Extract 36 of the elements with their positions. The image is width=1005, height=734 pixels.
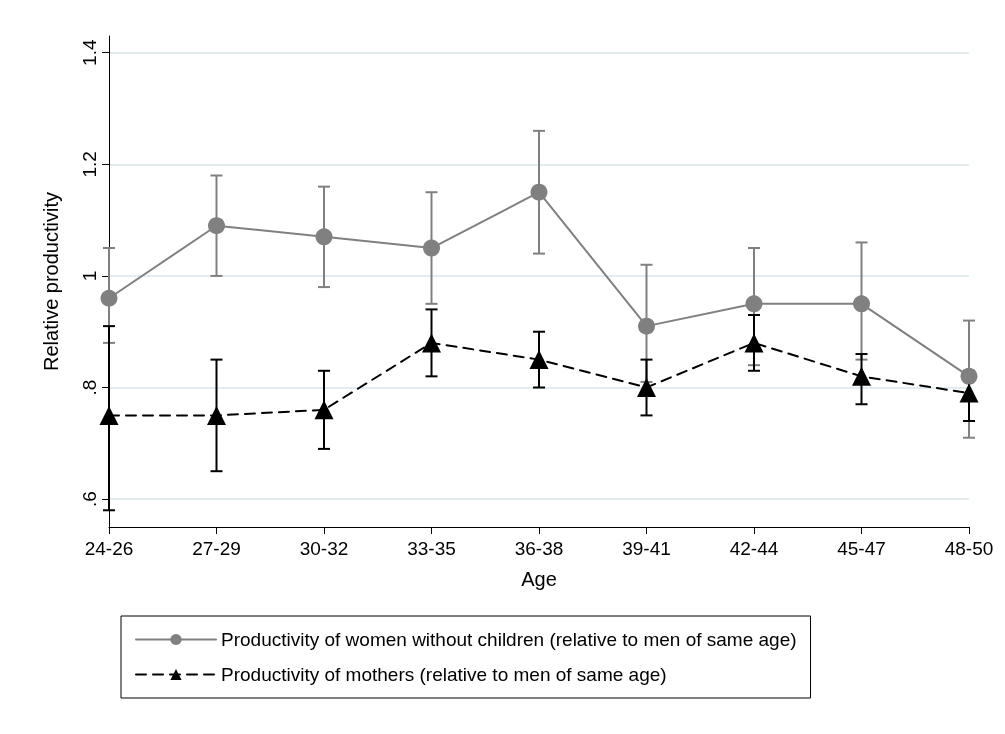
point: [208, 217, 225, 235]
point: [529, 350, 549, 370]
y-tick-label: 1: [79, 270, 100, 282]
point: [314, 400, 334, 420]
x-tick-label: 27-29: [192, 538, 241, 559]
point: [638, 317, 655, 335]
y-tick-label: 1.2: [79, 151, 100, 178]
x-tick-label: 30-32: [299, 538, 349, 559]
x-tick-label: 33-35: [407, 538, 456, 559]
point: [744, 333, 764, 353]
x-tick-label: 42-44: [729, 538, 779, 559]
point: [960, 367, 978, 385]
point: [100, 289, 118, 307]
y-tick-label: .8: [79, 379, 100, 396]
point: [853, 295, 870, 313]
y-axis-title: Relative productivity: [40, 192, 62, 371]
x-tick-label: 45-47: [837, 538, 886, 559]
point: [422, 333, 441, 353]
point: [530, 183, 548, 201]
legend-label: Productivity of mothers (relative to men of same age): [221, 664, 667, 685]
y-tick-label: 1.4: [79, 39, 100, 66]
point: [423, 239, 440, 257]
x-tick-label: 39-41: [622, 538, 671, 559]
point: [852, 366, 871, 386]
y-tick-label: .6: [79, 491, 100, 508]
point: [959, 383, 979, 403]
point: [99, 405, 119, 425]
x-tick-label: 48-50: [944, 538, 994, 559]
point: [637, 378, 656, 398]
point: [745, 295, 763, 313]
x-tick-label: 36-38: [514, 538, 564, 559]
x-axis-title: Age: [521, 568, 557, 590]
legend-label: Productivity of women without children (relative to men of same age): [221, 629, 797, 650]
x-tick-label: 24-26: [84, 538, 134, 559]
point: [315, 228, 333, 246]
point: [207, 405, 226, 425]
